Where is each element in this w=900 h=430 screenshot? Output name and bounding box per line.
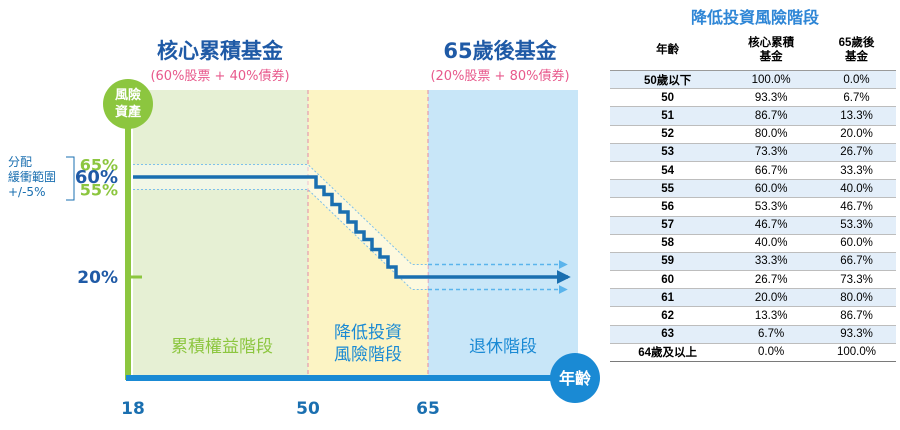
age-cell: 57 [610,216,726,235]
age-cell: 59 [610,252,726,272]
table-row: 56 53.3% 46.7% [610,197,896,217]
core-cell: 0.0% [725,343,818,363]
age-cell: 58 [610,234,726,253]
table-row: 61 20.0% 80.0% [610,288,896,308]
band-bracket [66,156,75,201]
fund-right-title: 65歲後基金 [443,39,557,63]
fund-left-title: 核心累積基金 [157,39,284,63]
core-cell: 33.3% [725,252,818,272]
core-cell: 53.3% [725,197,818,217]
band-label-line1: 分配 [8,155,32,169]
age-cell: 51 [610,106,726,126]
core-cell: 20.0% [725,288,818,308]
allocation-table: 年齡 核心累積 基金 65歲後 基金 50歲以下 100.0% 0.0% 50 93.3% 6… [610,30,896,363]
age-cell: 50歲以下 [610,70,726,90]
core-cell: 73.3% [725,143,818,162]
y-axis-label-line1: 風險 [115,87,141,103]
phase-label-derisking-line1: 降低投資 [334,323,402,343]
glide-path-line [133,175,428,279]
table-row: 55 60.0% 40.0% [610,179,896,199]
table-header-row: 年齡 核心累積 基金 65歲後 基金 [610,30,896,71]
core-cell: 26.7% [725,270,818,290]
after65-cell: 0.0% [817,70,896,90]
age-cell: 55 [610,179,726,199]
x-axis-badge [550,353,600,403]
header-age: 年齡 [610,30,726,71]
y-tick-label-60: 60% [75,167,118,188]
age-cell: 62 [610,306,726,326]
phase-bg-retirement [428,90,578,378]
x-axis-label: 年齡 [559,369,591,388]
after65-cell: 100.0% [817,343,896,363]
phase-bg-derisking [308,90,428,378]
age-cell: 52 [610,125,726,144]
band-label-line3: +/-5% [8,185,45,199]
table-row: 50 93.3% 6.7% [610,88,896,108]
after65-cell: 80.0% [817,288,896,308]
after65-cell: 33.3% [817,161,896,181]
phase-label-accumulation: 累積權益階段 [171,337,273,357]
table-row: 63 6.7% 93.3% [610,325,896,344]
table-row: 64歲及以上 0.0% 100.0% [610,343,896,363]
table-row: 51 86.7% 13.3% [610,106,896,126]
fund-left-subtitle: (60%股票 + 40%債券) [150,68,289,84]
table-row: 62 13.3% 86.7% [610,306,896,326]
core-cell: 100.0% [725,70,818,90]
after65-cell: 46.7% [817,197,896,217]
phase-label-retirement: 退休階段 [469,337,537,357]
core-cell: 6.7% [725,325,818,344]
y-tick-label-55: 55% [80,181,118,200]
table-row: 60 26.7% 73.3% [610,270,896,290]
table-row: 59 33.3% 66.7% [610,252,896,272]
y-axis-badge [103,79,153,129]
x-tick-label-65: 65 [416,399,440,419]
table-row: 54 66.7% 33.3% [610,161,896,181]
table-row: 52 80.0% 20.0% [610,125,896,144]
after65-cell: 20.0% [817,125,896,144]
table-row: 58 40.0% 60.0% [610,234,896,253]
table-row: 53 73.3% 26.7% [610,143,896,162]
table-row: 57 46.7% 53.3% [610,216,896,235]
core-cell: 46.7% [725,216,818,235]
after65-cell: 13.3% [817,106,896,126]
after65-cell: 86.7% [817,306,896,326]
age-cell: 61 [610,288,726,308]
age-cell: 50 [610,88,726,108]
core-cell: 80.0% [725,125,818,144]
after65-cell: 6.7% [817,88,896,108]
header-after65-fund: 65歲後 基金 [817,30,896,71]
header-core-fund: 核心累積 基金 [725,30,818,71]
band-label-line2: 緩衝範圍 [8,169,56,184]
age-cell: 56 [610,197,726,217]
age-cell: 64歲及以上 [610,343,726,363]
core-cell: 60.0% [725,179,818,199]
glide-path-chart: 核心累積基金 (60%股票 + 40%債券) 65歲後基金 (20%股票 + 8… [8,39,600,419]
age-cell: 54 [610,161,726,181]
after65-cell: 93.3% [817,325,896,344]
after65-cell: 40.0% [817,179,896,199]
after65-cell: 66.7% [817,252,896,272]
age-cell: 60 [610,270,726,290]
table-title: 降低投資風險階段 [690,8,819,27]
y-axis-label-line2: 資產 [115,104,141,120]
phase-label-derisking-line2: 風險階段 [334,345,402,365]
y-tick-label-20: 20% [77,268,118,288]
age-cell: 53 [610,143,726,162]
table-row: 50歲以下 100.0% 0.0% [610,70,896,90]
core-cell: 86.7% [725,106,818,126]
core-cell: 40.0% [725,234,818,253]
x-tick-label-18: 18 [121,399,145,419]
core-cell: 13.3% [725,306,818,326]
core-cell: 93.3% [725,88,818,108]
after65-cell: 53.3% [817,216,896,235]
core-cell: 66.7% [725,161,818,181]
fund-right-subtitle: (20%股票 + 80%債券) [430,68,569,84]
x-tick-label-50: 50 [296,399,320,419]
y-tick-label-65: 65% [80,156,118,175]
phase-bg-accumulation [133,90,308,378]
after65-cell: 26.7% [817,143,896,162]
age-cell: 63 [610,325,726,344]
after65-cell: 73.3% [817,270,896,290]
after65-cell: 60.0% [817,234,896,253]
